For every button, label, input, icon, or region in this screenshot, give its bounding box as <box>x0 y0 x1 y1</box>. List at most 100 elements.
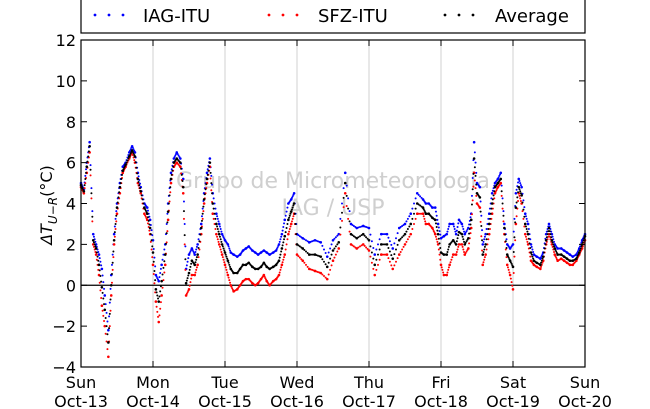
data-point <box>463 240 466 243</box>
data-point <box>550 232 554 236</box>
data-point <box>512 251 515 254</box>
data-point <box>481 243 485 246</box>
data-point <box>118 191 121 194</box>
data-point <box>287 232 290 236</box>
data-point <box>409 222 413 226</box>
data-point <box>522 208 525 211</box>
data-point <box>484 243 487 246</box>
data-point <box>91 220 94 223</box>
data-point <box>512 230 515 233</box>
data-point <box>342 196 345 199</box>
data-point <box>177 154 180 157</box>
data-point <box>110 273 113 276</box>
data-point <box>282 241 285 244</box>
data-point <box>532 257 535 260</box>
data-point <box>390 264 393 267</box>
data-point <box>153 256 156 259</box>
data-point <box>264 277 267 280</box>
data-point <box>493 197 496 200</box>
data-point <box>357 236 360 239</box>
y-tick-label: 2 <box>66 235 76 254</box>
data-point <box>420 196 423 199</box>
x-tick-label-day: Fri <box>431 373 450 392</box>
data-point <box>193 263 197 267</box>
data-point <box>487 222 491 226</box>
data-point <box>422 208 425 211</box>
y-tick-label: 12 <box>56 31 76 50</box>
data-point <box>387 236 390 239</box>
data-point <box>369 255 372 258</box>
data-point <box>91 215 94 218</box>
data-point <box>446 271 449 274</box>
data-point <box>117 196 120 199</box>
data-point <box>331 238 335 242</box>
data-point <box>288 214 291 217</box>
data-point <box>516 196 519 199</box>
data-point <box>216 215 219 218</box>
data-point <box>436 240 439 243</box>
data-point <box>208 161 212 164</box>
data-point <box>363 234 366 237</box>
data-point <box>133 159 136 162</box>
data-point <box>205 171 209 175</box>
data-point <box>345 194 348 197</box>
data-point <box>529 246 532 249</box>
data-point <box>383 233 386 236</box>
data-point <box>295 253 299 256</box>
data-point <box>414 207 417 210</box>
data-point <box>97 253 101 256</box>
data-point <box>487 232 491 236</box>
data-point <box>468 232 471 235</box>
data-point <box>419 195 422 198</box>
legend-marker <box>267 13 271 17</box>
data-point <box>108 315 111 318</box>
data-point <box>342 187 345 190</box>
data-point <box>485 248 488 251</box>
data-point <box>158 276 161 279</box>
data-point <box>367 238 371 242</box>
data-point <box>211 183 214 186</box>
data-point <box>292 215 295 218</box>
data-point <box>369 233 372 236</box>
data-point <box>524 235 527 238</box>
data-point <box>168 200 171 203</box>
data-point <box>484 232 487 236</box>
data-point <box>114 217 117 220</box>
data-point <box>480 224 483 227</box>
data-point <box>471 188 474 191</box>
data-point <box>186 291 189 294</box>
data-point <box>84 177 87 180</box>
data-point <box>92 235 95 238</box>
data-point <box>482 251 485 254</box>
data-point <box>455 229 458 232</box>
data-point <box>323 248 325 251</box>
data-point <box>352 235 355 238</box>
data-point <box>391 257 395 260</box>
data-point <box>198 240 201 243</box>
data-point <box>297 234 300 237</box>
data-point <box>529 255 532 258</box>
data-point <box>163 253 167 256</box>
data-point <box>547 226 551 230</box>
data-point <box>159 301 162 304</box>
data-point <box>220 240 223 243</box>
data-point <box>435 214 438 217</box>
data-point <box>189 281 192 284</box>
data-point <box>488 228 491 231</box>
data-point <box>518 180 521 183</box>
data-point <box>156 277 159 280</box>
data-point <box>381 253 384 256</box>
data-point <box>230 285 233 288</box>
data-point <box>285 243 288 246</box>
data-point <box>200 215 203 218</box>
data-point <box>280 247 284 250</box>
data-point <box>321 244 324 247</box>
data-point <box>369 245 372 248</box>
data-point <box>450 258 453 261</box>
data-point <box>490 212 494 216</box>
data-point <box>103 303 106 306</box>
data-point <box>281 261 284 264</box>
data-point <box>190 262 193 265</box>
data-point <box>109 298 112 301</box>
data-point <box>180 172 183 175</box>
